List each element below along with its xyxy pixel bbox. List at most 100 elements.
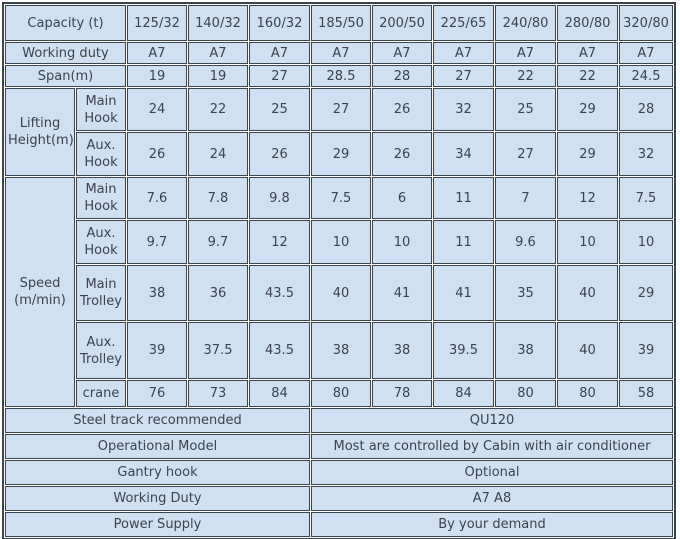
- lifting-main-hook-value-cell: 25: [495, 88, 556, 131]
- speed-aux-hook-value-cell: 10: [557, 220, 618, 264]
- speed-aux-trolley-label-cell: Aux. Trolley: [76, 322, 126, 379]
- speed-aux-hook-value-cell: 10: [372, 220, 432, 264]
- speed-aux-hook-value-cell: 10: [619, 220, 673, 264]
- speed-aux-trolley-value-cell: 38: [311, 322, 371, 379]
- speed-main-hook-row: Speed (m/min) Main Hook 7.6 7.8 9.8 7.5 …: [5, 177, 673, 407]
- speed-crane-label-cell: crane: [76, 380, 126, 407]
- lifting-main-hook-value-cell: 32: [433, 88, 494, 131]
- span-value-cell: 24.5: [619, 65, 673, 87]
- power-supply-label-cell: Power Supply: [5, 512, 310, 537]
- speed-main-hook-value-cell: 9.8: [249, 177, 310, 219]
- capacity-value-cell: 185/50: [311, 5, 371, 41]
- lifting-aux-hook-value-cell: 29: [557, 132, 618, 176]
- span-value-cell: 28: [372, 65, 432, 87]
- speed-main-hook-value-cell: 7.6: [127, 177, 187, 219]
- steel-track-label-cell: Steel track recommended: [5, 408, 310, 433]
- working-duty-value-cell: A7: [127, 42, 187, 64]
- span-value-cell: 19: [127, 65, 187, 87]
- lifting-main-hook-value-cell: 28: [619, 88, 673, 131]
- lifting-aux-hook-value-cell: 29: [311, 132, 371, 176]
- working-duty-value-cell: A7: [249, 42, 310, 64]
- speed-crane-value-cell: 80: [311, 380, 371, 407]
- span-value-cell: 27: [249, 65, 310, 87]
- speed-main-hook-label-cell: Main Hook: [76, 177, 126, 219]
- working-duty-value-cell: A7: [557, 42, 618, 64]
- speed-main-hook-value-cell: 7.8: [188, 177, 248, 219]
- speed-main-hook-value-cell: 6: [372, 177, 432, 219]
- lifting-main-hook-value-cell: 22: [188, 88, 248, 131]
- span-value-cell: 19: [188, 65, 248, 87]
- speed-aux-trolley-row: Aux. Trolley 39 37.5 43.5 38 38 39.5 38 …: [5, 322, 673, 379]
- capacity-value-cell: 140/32: [188, 5, 248, 41]
- speed-aux-hook-value-cell: 9.6: [495, 220, 556, 264]
- steel-track-row: Steel track recommended QU120: [5, 408, 673, 433]
- span-value-cell: 22: [557, 65, 618, 87]
- speed-main-hook-value-cell: 12: [557, 177, 618, 219]
- lifting-aux-hook-value-cell: 32: [619, 132, 673, 176]
- steel-track-value-cell: QU120: [311, 408, 673, 433]
- speed-main-trolley-value-cell: 40: [311, 265, 371, 321]
- lifting-aux-hook-value-cell: 34: [433, 132, 494, 176]
- capacity-value-cell: 160/32: [249, 5, 310, 41]
- working-duty-footer-label-cell: Working Duty: [5, 486, 310, 511]
- speed-label-cell: Speed (m/min): [5, 177, 75, 407]
- gantry-hook-row: Gantry hook Optional: [5, 460, 673, 485]
- speed-main-trolley-value-cell: 41: [433, 265, 494, 321]
- speed-aux-trolley-value-cell: 37.5: [188, 322, 248, 379]
- span-label-cell: Span(m): [5, 65, 126, 87]
- working-duty-value-cell: A7: [188, 42, 248, 64]
- working-duty-footer-value-cell: A7 A8: [311, 486, 673, 511]
- lifting-aux-hook-value-cell: 24: [188, 132, 248, 176]
- working-duty-value-cell: A7: [433, 42, 494, 64]
- capacity-value-cell: 280/80: [557, 5, 618, 41]
- gantry-hook-label-cell: Gantry hook: [5, 460, 310, 485]
- working-duty-footer-row: Working Duty A7 A8: [5, 486, 673, 511]
- speed-main-trolley-value-cell: 43.5: [249, 265, 310, 321]
- span-value-cell: 28.5: [311, 65, 371, 87]
- capacity-row: Capacity (t) 125/32 140/32 160/32 185/50…: [5, 5, 673, 41]
- span-value-cell: 27: [433, 65, 494, 87]
- speed-main-trolley-label-cell: Main Trolley: [76, 265, 126, 321]
- speed-crane-value-cell: 78: [372, 380, 432, 407]
- lifting-aux-hook-value-cell: 26: [249, 132, 310, 176]
- speed-aux-hook-label-cell: Aux. Hook: [76, 220, 126, 264]
- power-supply-value-cell: By your demand: [311, 512, 673, 537]
- power-supply-row: Power Supply By your demand: [5, 512, 673, 537]
- capacity-value-cell: 320/80: [619, 5, 673, 41]
- operational-model-row: Operational Model Most are controlled by…: [5, 434, 673, 459]
- speed-main-trolley-value-cell: 35: [495, 265, 556, 321]
- lifting-main-hook-value-cell: 25: [249, 88, 310, 131]
- operational-model-label-cell: Operational Model: [5, 434, 310, 459]
- speed-crane-value-cell: 80: [557, 380, 618, 407]
- speed-main-trolley-row: Main Trolley 38 36 43.5 40 41 41 35 40 2…: [5, 265, 673, 321]
- working-duty-value-cell: A7: [495, 42, 556, 64]
- speed-main-trolley-value-cell: 40: [557, 265, 618, 321]
- lifting-aux-hook-value-cell: 27: [495, 132, 556, 176]
- lifting-main-hook-value-cell: 26: [372, 88, 432, 131]
- working-duty-value-cell: A7: [311, 42, 371, 64]
- speed-aux-trolley-value-cell: 40: [557, 322, 618, 379]
- speed-crane-value-cell: 76: [127, 380, 187, 407]
- speed-main-trolley-value-cell: 29: [619, 265, 673, 321]
- capacity-value-cell: 125/32: [127, 5, 187, 41]
- lifting-aux-hook-value-cell: 26: [127, 132, 187, 176]
- speed-crane-value-cell: 58: [619, 380, 673, 407]
- capacity-value-cell: 225/65: [433, 5, 494, 41]
- working-duty-value-cell: A7: [372, 42, 432, 64]
- speed-main-trolley-value-cell: 36: [188, 265, 248, 321]
- lifting-aux-hook-label-cell: Aux. Hook: [76, 132, 126, 176]
- capacity-value-cell: 200/50: [372, 5, 432, 41]
- speed-aux-trolley-value-cell: 39: [127, 322, 187, 379]
- speed-main-hook-value-cell: 7.5: [311, 177, 371, 219]
- lifting-aux-hook-value-cell: 26: [372, 132, 432, 176]
- capacity-value-cell: 240/80: [495, 5, 556, 41]
- speed-aux-trolley-value-cell: 38: [495, 322, 556, 379]
- lifting-main-hook-value-cell: 29: [557, 88, 618, 131]
- lifting-main-hook-row: Lifting Height(m) Main Hook 24 22 25 27 …: [5, 88, 673, 176]
- speed-aux-hook-value-cell: 9.7: [127, 220, 187, 264]
- span-value-cell: 22: [495, 65, 556, 87]
- speed-crane-value-cell: 73: [188, 380, 248, 407]
- speed-main-hook-value-cell: 7: [495, 177, 556, 219]
- capacity-header-cell: Capacity (t): [5, 5, 126, 41]
